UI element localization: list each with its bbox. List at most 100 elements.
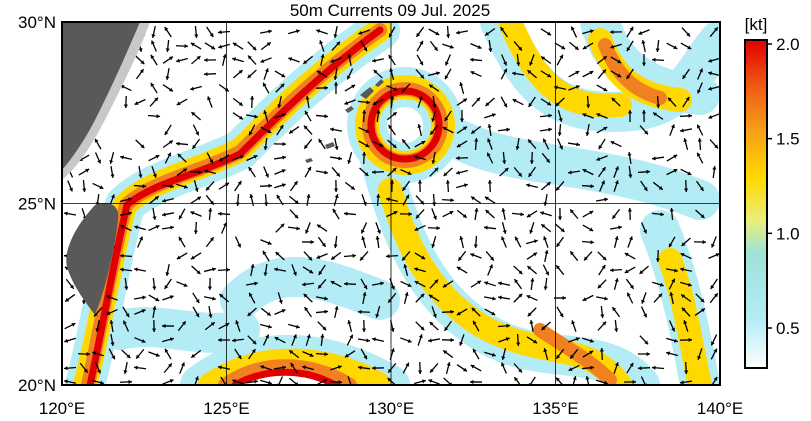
arrow-head [190,86,195,91]
arrow [626,292,634,304]
arrow-head [471,307,476,312]
arrow-head [687,45,692,50]
arrow-head [141,339,146,343]
arrow-head [152,306,157,310]
arrow [528,96,536,108]
arrow [401,138,411,150]
arrow-head [556,242,561,247]
arrow [344,84,356,92]
arrow-head [150,82,155,87]
arrow [709,26,719,38]
arrow-head [540,211,545,216]
arrow-head [365,143,370,148]
arrow [557,123,562,137]
arrow-head [324,309,328,314]
axis-labels: 120°E 125°E 130°E 135°E 140°E 30°N 25°N 20°N 2.0… [18,13,800,418]
arrow [543,236,549,248]
arrow-head [658,185,663,190]
arrow [709,292,719,304]
arrow [613,278,619,290]
arrow [666,337,678,343]
arrow-head [139,69,144,74]
arrow-head [446,362,451,367]
arrow [526,252,538,260]
arrow [472,320,480,332]
arrow [429,40,439,52]
arrow-head [99,185,104,189]
arrow [329,380,343,385]
arrow [358,126,370,134]
arrow-head [250,264,255,268]
arrow [162,197,174,203]
arrow-head [432,313,437,318]
arrow-head [375,313,380,318]
arrow-head [444,326,449,331]
arrow-head [685,96,690,101]
arrow-head [463,367,467,372]
arrow [582,42,594,50]
arrow-head [699,186,704,191]
arrow [500,26,508,38]
arrow [526,69,538,79]
arrow-head [347,75,351,80]
arrow-head [477,280,482,285]
arrow [710,278,718,290]
arrow [427,338,441,343]
arrow-head [417,124,422,128]
arrow-head [683,138,688,143]
arrow-head [65,297,70,302]
arrow [456,266,468,274]
arrow [106,295,118,301]
arrow [681,27,691,37]
arrow [627,207,632,221]
arrow [445,362,451,374]
arrow [191,265,201,275]
arrow [385,254,399,259]
arrow [386,197,398,203]
arrow-head [360,256,364,261]
arrow-head [336,172,340,177]
arrow [540,55,552,65]
arrow [568,337,580,343]
arrow [556,306,564,318]
arrow-head [324,85,328,90]
arrow [359,167,369,177]
arrow-head [669,208,674,212]
arrow [581,240,595,245]
arrow-head [281,169,286,173]
arrow [122,320,130,332]
arrow-head [155,297,160,302]
arrow-head [603,87,608,92]
arrow-head [456,170,461,175]
arrow [446,25,451,39]
arrow [415,69,425,79]
arrow [134,98,146,106]
arrow [151,166,157,178]
arrow-head [546,182,551,186]
arrow-head [334,194,339,199]
arrow [485,97,495,107]
arrow-head [178,215,183,220]
arrow [360,348,368,360]
arrow [148,224,160,232]
arrow-head [472,348,477,353]
arrow [639,335,649,345]
arrow [208,305,213,319]
lon-label: 140°E [697,399,744,418]
arrow-head [435,31,440,36]
arrow-head [178,236,183,241]
arrow-head [248,55,252,60]
arrow [302,350,314,358]
arrow [626,362,634,374]
arrow-head [344,281,348,286]
arrow [696,124,704,136]
arrow-head [218,211,222,216]
arrow [304,166,312,178]
arrow [516,333,521,347]
arrow-head [470,253,475,258]
arrow [235,320,241,332]
arrow-head [614,180,619,185]
arrow [597,69,607,79]
arrow [414,155,426,161]
